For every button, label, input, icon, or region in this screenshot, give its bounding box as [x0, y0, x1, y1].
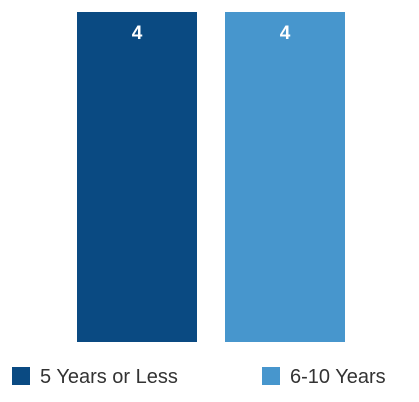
bars-group [77, 12, 345, 342]
legend: 5 Years or Less 6-10 Years [12, 366, 386, 388]
bar-data-label-2: 4 [280, 23, 291, 44]
bar-1 [77, 12, 197, 342]
legend-swatch-1 [12, 367, 30, 385]
legend-label-2: 6-10 Years [290, 366, 386, 388]
bar-2 [225, 12, 345, 342]
legend-label-1: 5 Years or Less [40, 366, 178, 388]
bar-data-label-1: 4 [132, 23, 143, 44]
legend-swatch-2 [262, 367, 280, 385]
